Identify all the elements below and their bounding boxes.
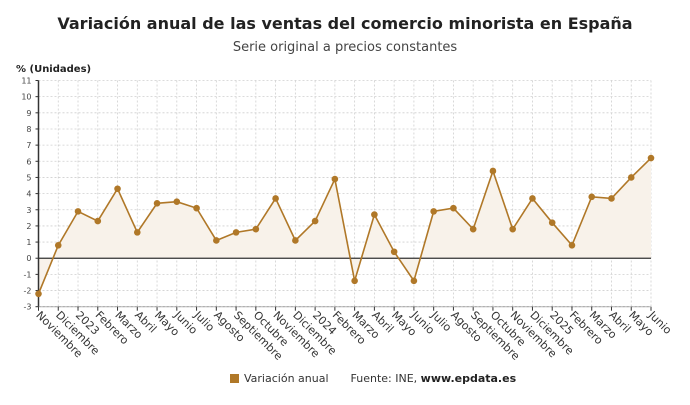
- data-point: [252, 225, 260, 233]
- legend: Variación anual Fuente: INE, www.epdata.…: [230, 372, 516, 385]
- y-tick-label: 5: [26, 173, 31, 182]
- data-point: [272, 195, 279, 202]
- y-tick-label: 4: [26, 190, 31, 199]
- data-point: [173, 198, 181, 205]
- y-tick-label: -1: [24, 270, 32, 279]
- data-point: [568, 242, 576, 249]
- y-tick-label: 11: [21, 77, 31, 86]
- data-point: [390, 248, 398, 256]
- data-point: [548, 219, 556, 226]
- data-point: [153, 199, 161, 207]
- source-prefix: Fuente: INE,: [350, 372, 421, 385]
- y-tick-label: 1: [26, 238, 31, 247]
- data-point: [529, 195, 536, 202]
- y-tick-label: -3: [24, 303, 32, 312]
- data-point: [74, 208, 82, 215]
- chart-title: Variación anual de las ventas del comerc…: [57, 14, 633, 33]
- data-point: [292, 237, 299, 244]
- data-point: [608, 195, 615, 202]
- data-point: [351, 277, 358, 285]
- data-point: [647, 154, 655, 162]
- data-point: [94, 217, 102, 225]
- data-point: [489, 167, 497, 175]
- data-point: [311, 217, 319, 225]
- data-point: [450, 204, 457, 212]
- chart-subtitle: Serie original a precios constantes: [232, 40, 458, 55]
- y-tick-label: 9: [26, 109, 31, 118]
- y-tick-label: -2: [24, 287, 32, 296]
- y-tick-label: 2: [26, 222, 31, 231]
- data-point: [54, 242, 62, 249]
- y-tick-label: 8: [26, 125, 31, 134]
- data-point: [133, 229, 141, 236]
- data-point: [193, 204, 200, 212]
- y-tick-label: 10: [21, 93, 31, 102]
- data-point: [509, 225, 516, 233]
- data-point: [469, 225, 477, 233]
- area-fill: [38, 158, 651, 294]
- y-tick-label: 3: [26, 206, 31, 215]
- data-point: [114, 185, 121, 193]
- data-point: [627, 174, 635, 181]
- data-point: [588, 193, 596, 201]
- data-point: [371, 211, 378, 218]
- legend-label: Variación anual: [244, 372, 329, 385]
- y-tick-label: 6: [26, 157, 31, 166]
- data-point: [410, 277, 418, 285]
- source-site: www.epdata.es: [420, 372, 517, 385]
- legend-swatch: [230, 374, 239, 383]
- data-point: [35, 290, 42, 298]
- data-point: [331, 175, 339, 183]
- y-tick-label: 0: [26, 254, 31, 263]
- data-point: [232, 229, 240, 236]
- data-point: [430, 208, 437, 215]
- data-point: [213, 237, 220, 244]
- source-note: Fuente: INE, www.epdata.es: [351, 372, 517, 385]
- series-line: [37, 157, 652, 295]
- y-axis-label: % (Unidades): [16, 64, 92, 75]
- y-tick-label: 7: [26, 141, 31, 150]
